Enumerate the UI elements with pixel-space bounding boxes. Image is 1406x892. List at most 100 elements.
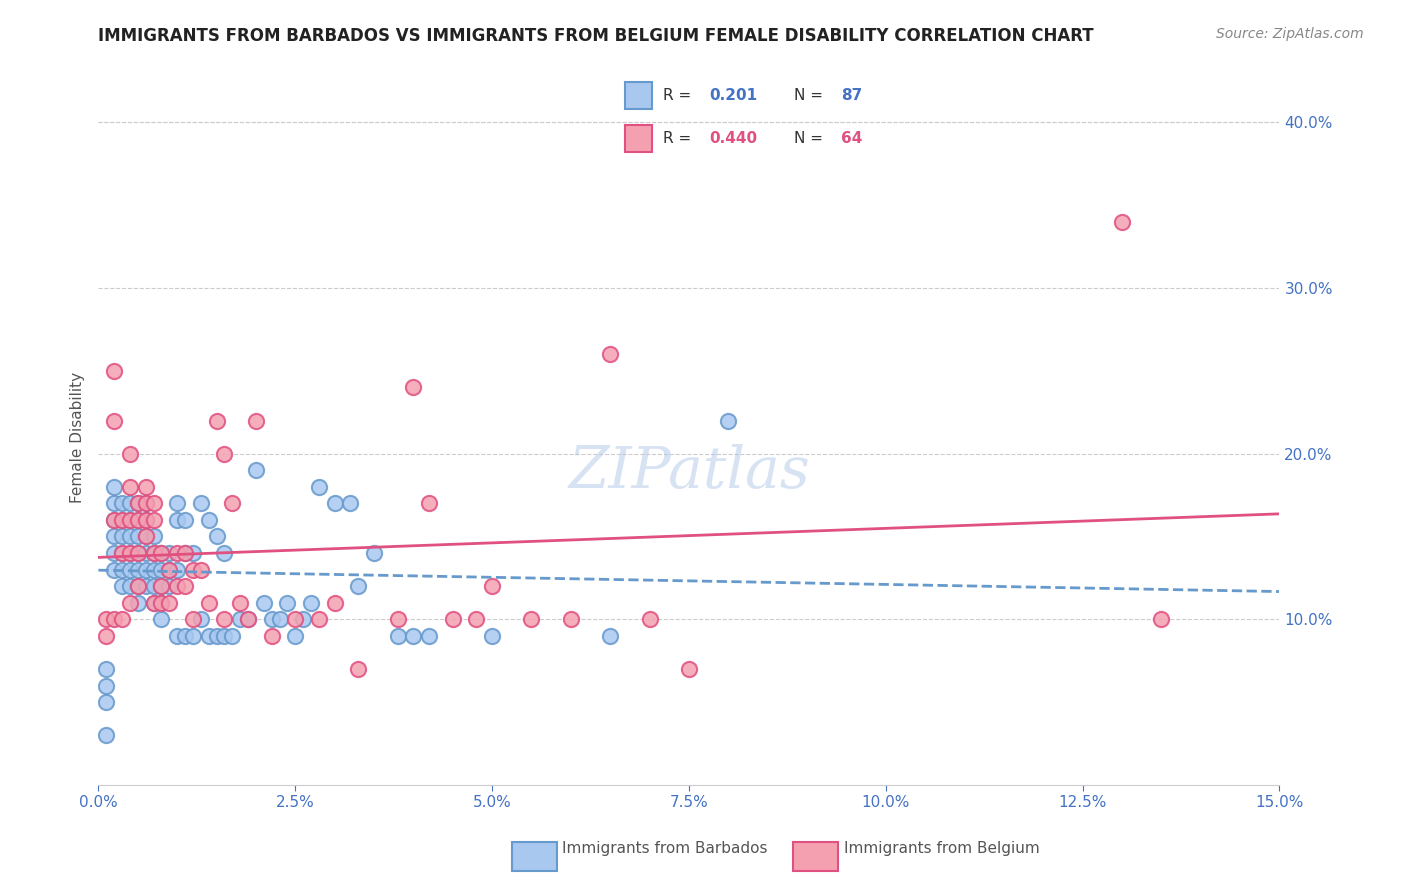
Point [127,513,149,527]
Point [717,413,740,427]
Point [402,629,425,643]
Point [166,546,188,560]
Text: R =: R = [662,131,690,145]
Point [229,612,252,626]
Point [135,546,157,560]
Point [205,413,228,427]
Point [1150,612,1173,626]
Point [127,579,149,593]
Point [103,513,125,527]
Point [166,579,188,593]
Point [465,612,488,626]
Point [118,480,141,494]
Point [174,546,197,560]
Point [103,563,125,577]
Point [253,596,276,610]
Point [157,563,180,577]
Point [135,579,157,593]
Point [127,496,149,510]
Point [135,513,157,527]
Point [166,513,188,527]
Point [150,612,173,626]
Point [142,546,165,560]
Point [157,546,180,560]
Text: Immigrants from Barbados: Immigrants from Barbados [562,841,768,856]
Point [142,496,165,510]
Point [197,629,219,643]
Point [127,546,149,560]
Point [96,695,118,709]
Text: R =: R = [662,88,690,103]
Point [118,447,141,461]
Point [135,480,157,494]
Point [118,546,141,560]
Point [150,546,173,560]
Y-axis label: Female Disability: Female Disability [69,371,84,503]
Point [174,629,197,643]
Point [347,579,370,593]
Point [678,662,700,676]
Point [150,579,173,593]
Point [276,596,298,610]
Point [142,596,165,610]
Point [181,629,204,643]
Point [103,496,125,510]
Point [111,612,134,626]
Point [166,496,188,510]
Point [103,480,125,494]
Point [190,496,212,510]
Point [103,612,125,626]
Point [260,629,283,643]
Text: 0.201: 0.201 [710,88,758,103]
Point [560,612,582,626]
Point [127,596,149,610]
Point [127,579,149,593]
Point [638,612,661,626]
FancyBboxPatch shape [512,842,557,871]
Point [347,662,370,676]
Point [166,563,188,577]
Point [111,513,134,527]
Point [205,629,228,643]
Point [127,529,149,543]
Text: 87: 87 [841,88,863,103]
Point [481,629,503,643]
Point [118,496,141,510]
Point [118,563,141,577]
Point [111,546,134,560]
Text: Immigrants from Belgium: Immigrants from Belgium [844,841,1039,856]
Point [135,529,157,543]
Point [127,496,149,510]
Point [387,629,409,643]
FancyBboxPatch shape [626,82,652,109]
Point [221,496,243,510]
Text: ZIPatlas: ZIPatlas [568,443,810,500]
Point [174,546,197,560]
Point [96,612,118,626]
Point [142,563,165,577]
Point [103,529,125,543]
Point [221,629,243,643]
Point [118,529,141,543]
Point [111,579,134,593]
Point [214,629,236,643]
Point [229,596,252,610]
Point [150,563,173,577]
Point [197,596,219,610]
Point [323,596,346,610]
Point [174,513,197,527]
FancyBboxPatch shape [793,842,838,871]
Point [323,496,346,510]
Point [150,579,173,593]
Point [127,546,149,560]
Text: Source: ZipAtlas.com: Source: ZipAtlas.com [1216,27,1364,41]
Point [441,612,464,626]
Point [214,447,236,461]
Point [135,513,157,527]
Point [111,513,134,527]
Point [205,529,228,543]
Text: N =: N = [794,131,823,145]
Point [387,612,409,626]
Point [103,513,125,527]
Point [197,513,219,527]
